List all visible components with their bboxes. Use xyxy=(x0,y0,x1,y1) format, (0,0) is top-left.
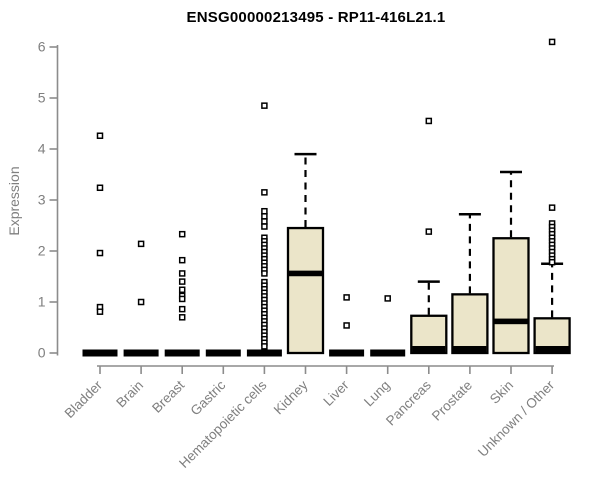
outlier-point xyxy=(548,204,556,211)
box xyxy=(492,237,530,355)
outlier-point xyxy=(425,228,433,235)
x-tick-label-gastric: Gastric xyxy=(188,377,229,418)
median-line xyxy=(493,318,529,325)
outlier-point xyxy=(178,314,186,321)
boxplot-prostate xyxy=(451,213,489,355)
outlier-point xyxy=(178,230,186,238)
x-tick-label-lung: Lung xyxy=(361,378,393,410)
outlier-point xyxy=(261,213,268,220)
x-tick-label-breast: Breast xyxy=(149,377,187,415)
chart-title: ENSG00000213495 - RP11-416L21.1 xyxy=(186,9,446,26)
median-line xyxy=(535,346,569,353)
outlier-point xyxy=(96,308,104,315)
outlier-point xyxy=(178,286,186,294)
outlier-point xyxy=(548,38,556,46)
outlier-point xyxy=(96,132,104,139)
box xyxy=(286,226,325,355)
outlier-point xyxy=(343,294,350,301)
y-tick-label-0: 0 xyxy=(38,345,46,361)
x-tick-label-skin: Skin xyxy=(487,378,516,407)
median-line xyxy=(288,270,323,277)
boxplot-brain xyxy=(123,240,159,357)
flat-box-gastric xyxy=(205,349,241,357)
x-tick-label-unknown-other: Unknown / Other xyxy=(475,377,558,460)
boxplot-lung xyxy=(370,295,406,357)
flat-box-breast xyxy=(164,349,200,357)
outlier-point xyxy=(261,218,268,225)
boxplot-liver xyxy=(329,294,365,357)
boxplot-unknown-other xyxy=(533,38,571,355)
boxplot-gastric xyxy=(205,349,241,357)
outlier-point xyxy=(96,184,104,192)
y-tick-label-1: 1 xyxy=(38,294,46,310)
y-tick-label-3: 3 xyxy=(38,192,46,208)
outlier-point xyxy=(96,249,104,257)
x-tick-label-brain: Brain xyxy=(113,378,146,411)
outlier-point xyxy=(261,223,268,230)
y-tick-label-4: 4 xyxy=(38,141,46,157)
boxplot-pancreas xyxy=(410,117,448,355)
x-tick-label-bladder: Bladder xyxy=(62,377,106,421)
outlier-point xyxy=(261,270,268,277)
y-tick-label-2: 2 xyxy=(38,243,46,259)
x-tick-label-pancreas: Pancreas xyxy=(383,377,434,428)
flat-box-hematopoietic-cells xyxy=(246,349,282,357)
box xyxy=(451,293,489,355)
flat-box-lung xyxy=(370,349,406,357)
y-tick-label-5: 5 xyxy=(38,90,46,106)
outlier-point xyxy=(425,117,433,125)
outlier-point xyxy=(261,343,268,350)
outlier-point xyxy=(137,298,145,306)
boxplot-bladder xyxy=(82,132,118,357)
outlier-point xyxy=(343,322,350,329)
flat-box-liver xyxy=(329,349,365,357)
outlier-point xyxy=(178,295,186,303)
flat-box-brain xyxy=(123,349,159,357)
outlier-point xyxy=(178,278,186,285)
y-tick-label-6: 6 xyxy=(38,39,46,55)
boxplot-skin xyxy=(492,170,530,355)
outlier-point xyxy=(137,240,145,248)
x-tick-label-prostate: Prostate xyxy=(429,378,475,424)
outlier-point xyxy=(261,102,268,109)
boxplot-kidney xyxy=(286,152,325,355)
outlier-point xyxy=(261,207,268,215)
outlier-point xyxy=(261,189,268,196)
outlier-point xyxy=(178,270,186,277)
median-line xyxy=(453,346,487,353)
outlier-point xyxy=(178,256,186,264)
flat-box-bladder xyxy=(82,349,118,357)
median-line xyxy=(412,346,446,353)
x-tick-label-kidney: Kidney xyxy=(271,377,311,417)
outlier-point xyxy=(384,295,391,302)
outlier-point xyxy=(178,305,186,313)
x-tick-label-liver: Liver xyxy=(320,377,352,409)
y-axis-title: Expression xyxy=(6,166,22,236)
boxplot-hematopoietic-cells xyxy=(246,102,282,357)
outlier-point xyxy=(548,258,556,266)
boxplot-breast xyxy=(164,230,200,357)
